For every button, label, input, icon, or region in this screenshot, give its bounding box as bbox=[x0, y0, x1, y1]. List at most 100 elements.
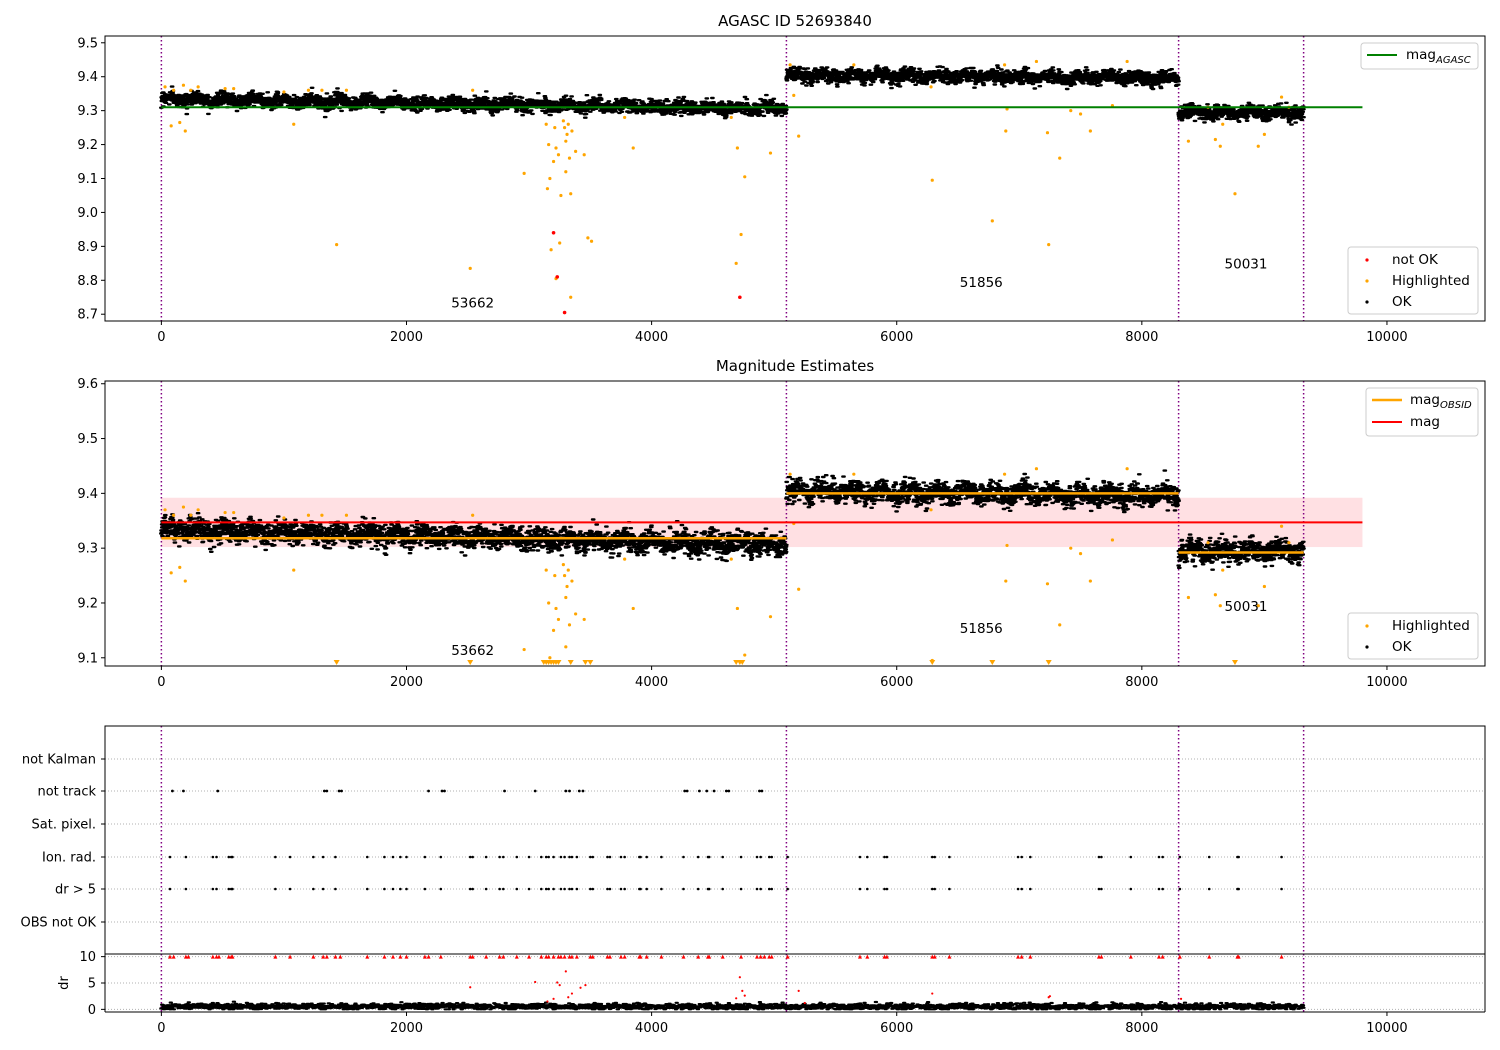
dr-gt-5-point bbox=[948, 887, 951, 891]
highlighted-point bbox=[631, 146, 635, 150]
dr-x-ticks: 0 2000 4000 6000 8000 10000 bbox=[157, 1012, 1408, 1036]
dr-gt-5-point bbox=[1129, 887, 1133, 891]
dr-outlier-point bbox=[584, 984, 587, 987]
dr-gt-5-point bbox=[334, 887, 337, 891]
highlighted-point bbox=[551, 159, 556, 164]
dr-gt-5-point bbox=[468, 887, 472, 891]
highlighted-point bbox=[1206, 541, 1210, 545]
ion-rad-point bbox=[552, 855, 555, 859]
highlighted-point bbox=[169, 124, 173, 128]
x-tick-label: 4000 bbox=[635, 1021, 668, 1036]
top-legend-markers-box bbox=[1347, 246, 1479, 315]
y-tick-label: 9.5 bbox=[77, 432, 98, 447]
highlighted-point bbox=[559, 193, 563, 198]
y-tick-label: 8.9 bbox=[77, 240, 98, 255]
dr-gt-5-point bbox=[552, 887, 555, 891]
highlighted-point bbox=[551, 628, 556, 632]
dr-capped-marker bbox=[696, 954, 701, 959]
dr-gt-5-point bbox=[575, 887, 579, 891]
dr-gt-5-point bbox=[559, 887, 563, 891]
highlighted-point bbox=[522, 647, 526, 652]
top-legend-lines: magAGASC bbox=[1360, 42, 1479, 70]
flags-y-ticks: not Kalman not track Sat. pixel. Ion. rad. d… bbox=[21, 753, 105, 931]
ion-rad-point bbox=[575, 855, 579, 859]
not-track-point bbox=[443, 789, 446, 793]
dr-gt-5-point bbox=[1280, 887, 1283, 891]
highlighted-point bbox=[567, 156, 572, 160]
highlighted-point bbox=[929, 85, 933, 89]
dr-outlier-point bbox=[556, 981, 559, 984]
highlighted-point bbox=[792, 93, 796, 97]
not-track-point bbox=[724, 789, 728, 793]
highlighted-point bbox=[471, 88, 475, 92]
y-tick-label: 9.2 bbox=[77, 596, 98, 611]
y-tick-label: 10 bbox=[79, 950, 96, 965]
dr-gt-5-point bbox=[589, 887, 592, 891]
dr-gt-5-point bbox=[515, 887, 519, 891]
not-track-point bbox=[564, 789, 568, 793]
not-track-point bbox=[337, 789, 341, 793]
highlighted-point bbox=[569, 295, 573, 299]
highlighted-point bbox=[335, 243, 339, 247]
dr-capped-marker bbox=[1016, 954, 1021, 959]
dr-capped-marker bbox=[857, 954, 862, 959]
highlighted-point bbox=[1125, 59, 1129, 64]
highlighted-point bbox=[163, 508, 167, 512]
highlighted-point bbox=[561, 119, 565, 123]
not-track-point bbox=[533, 789, 537, 793]
x-tick-label: 6000 bbox=[880, 1021, 913, 1036]
highlighted-point bbox=[797, 587, 801, 591]
not-track-point bbox=[712, 789, 716, 793]
highlighted-point bbox=[553, 126, 557, 130]
flag-row-label: OBS not OK bbox=[21, 916, 97, 931]
highlighted-point bbox=[564, 595, 568, 600]
highlighted-point bbox=[1287, 541, 1291, 545]
dr-capped-marker bbox=[622, 954, 627, 959]
dr-gt-5-point bbox=[227, 887, 231, 891]
highlighted-point bbox=[344, 513, 349, 517]
highlighted-point bbox=[582, 617, 586, 622]
ion-rad-point bbox=[1280, 855, 1283, 859]
ion-rad-point bbox=[568, 855, 571, 859]
dr-outlier-point bbox=[469, 986, 472, 989]
middle-legend-markers: Highlighted OK bbox=[1347, 612, 1479, 660]
ion-rad-point bbox=[468, 855, 472, 859]
dr-gt-5-point bbox=[439, 887, 443, 891]
highlighted-point bbox=[570, 129, 574, 133]
ion-rad-point bbox=[540, 855, 543, 859]
ion-rad-point bbox=[1161, 855, 1164, 859]
highlighted-point bbox=[930, 178, 934, 182]
dr-outlier-point bbox=[738, 976, 741, 979]
dr-gt-5-point bbox=[215, 887, 218, 891]
top-highlighted-points bbox=[163, 59, 1291, 299]
not-track-point bbox=[685, 789, 689, 793]
x-tick-label: 0 bbox=[157, 675, 165, 690]
highlighted-point bbox=[178, 565, 182, 569]
dr-gt-5-point bbox=[767, 887, 771, 891]
highlighted-point bbox=[1279, 95, 1284, 99]
dr-outlier-point bbox=[797, 989, 800, 993]
dr-gt-5-point bbox=[211, 887, 215, 891]
ion-rad-point bbox=[399, 855, 402, 859]
highlighted-point bbox=[582, 153, 586, 157]
panel-flags: not Kalman not track Sat. pixel. Ion. rad. d… bbox=[21, 725, 1486, 955]
highlighted-point bbox=[547, 142, 551, 147]
dr-capped-marker bbox=[501, 954, 506, 959]
dr-capped-marker bbox=[167, 954, 172, 959]
highlighted-point bbox=[1256, 604, 1260, 608]
highlighted-point bbox=[852, 472, 856, 476]
legend-mag-agasc-sub: AGASC bbox=[1435, 55, 1471, 66]
highlighted-point bbox=[574, 149, 578, 153]
highlighted-point bbox=[183, 579, 187, 583]
not-track-point bbox=[568, 789, 571, 793]
highlighted-point bbox=[1218, 604, 1222, 608]
highlighted-point bbox=[561, 563, 565, 567]
highlighted-point bbox=[1186, 139, 1191, 143]
ion-rad-point bbox=[547, 855, 550, 859]
highlighted-point bbox=[570, 579, 574, 583]
dr-outlier-point bbox=[552, 997, 555, 1000]
ion-rad-point bbox=[739, 855, 743, 859]
highlighted-point bbox=[189, 513, 193, 517]
dr-capped-marker bbox=[216, 954, 221, 959]
